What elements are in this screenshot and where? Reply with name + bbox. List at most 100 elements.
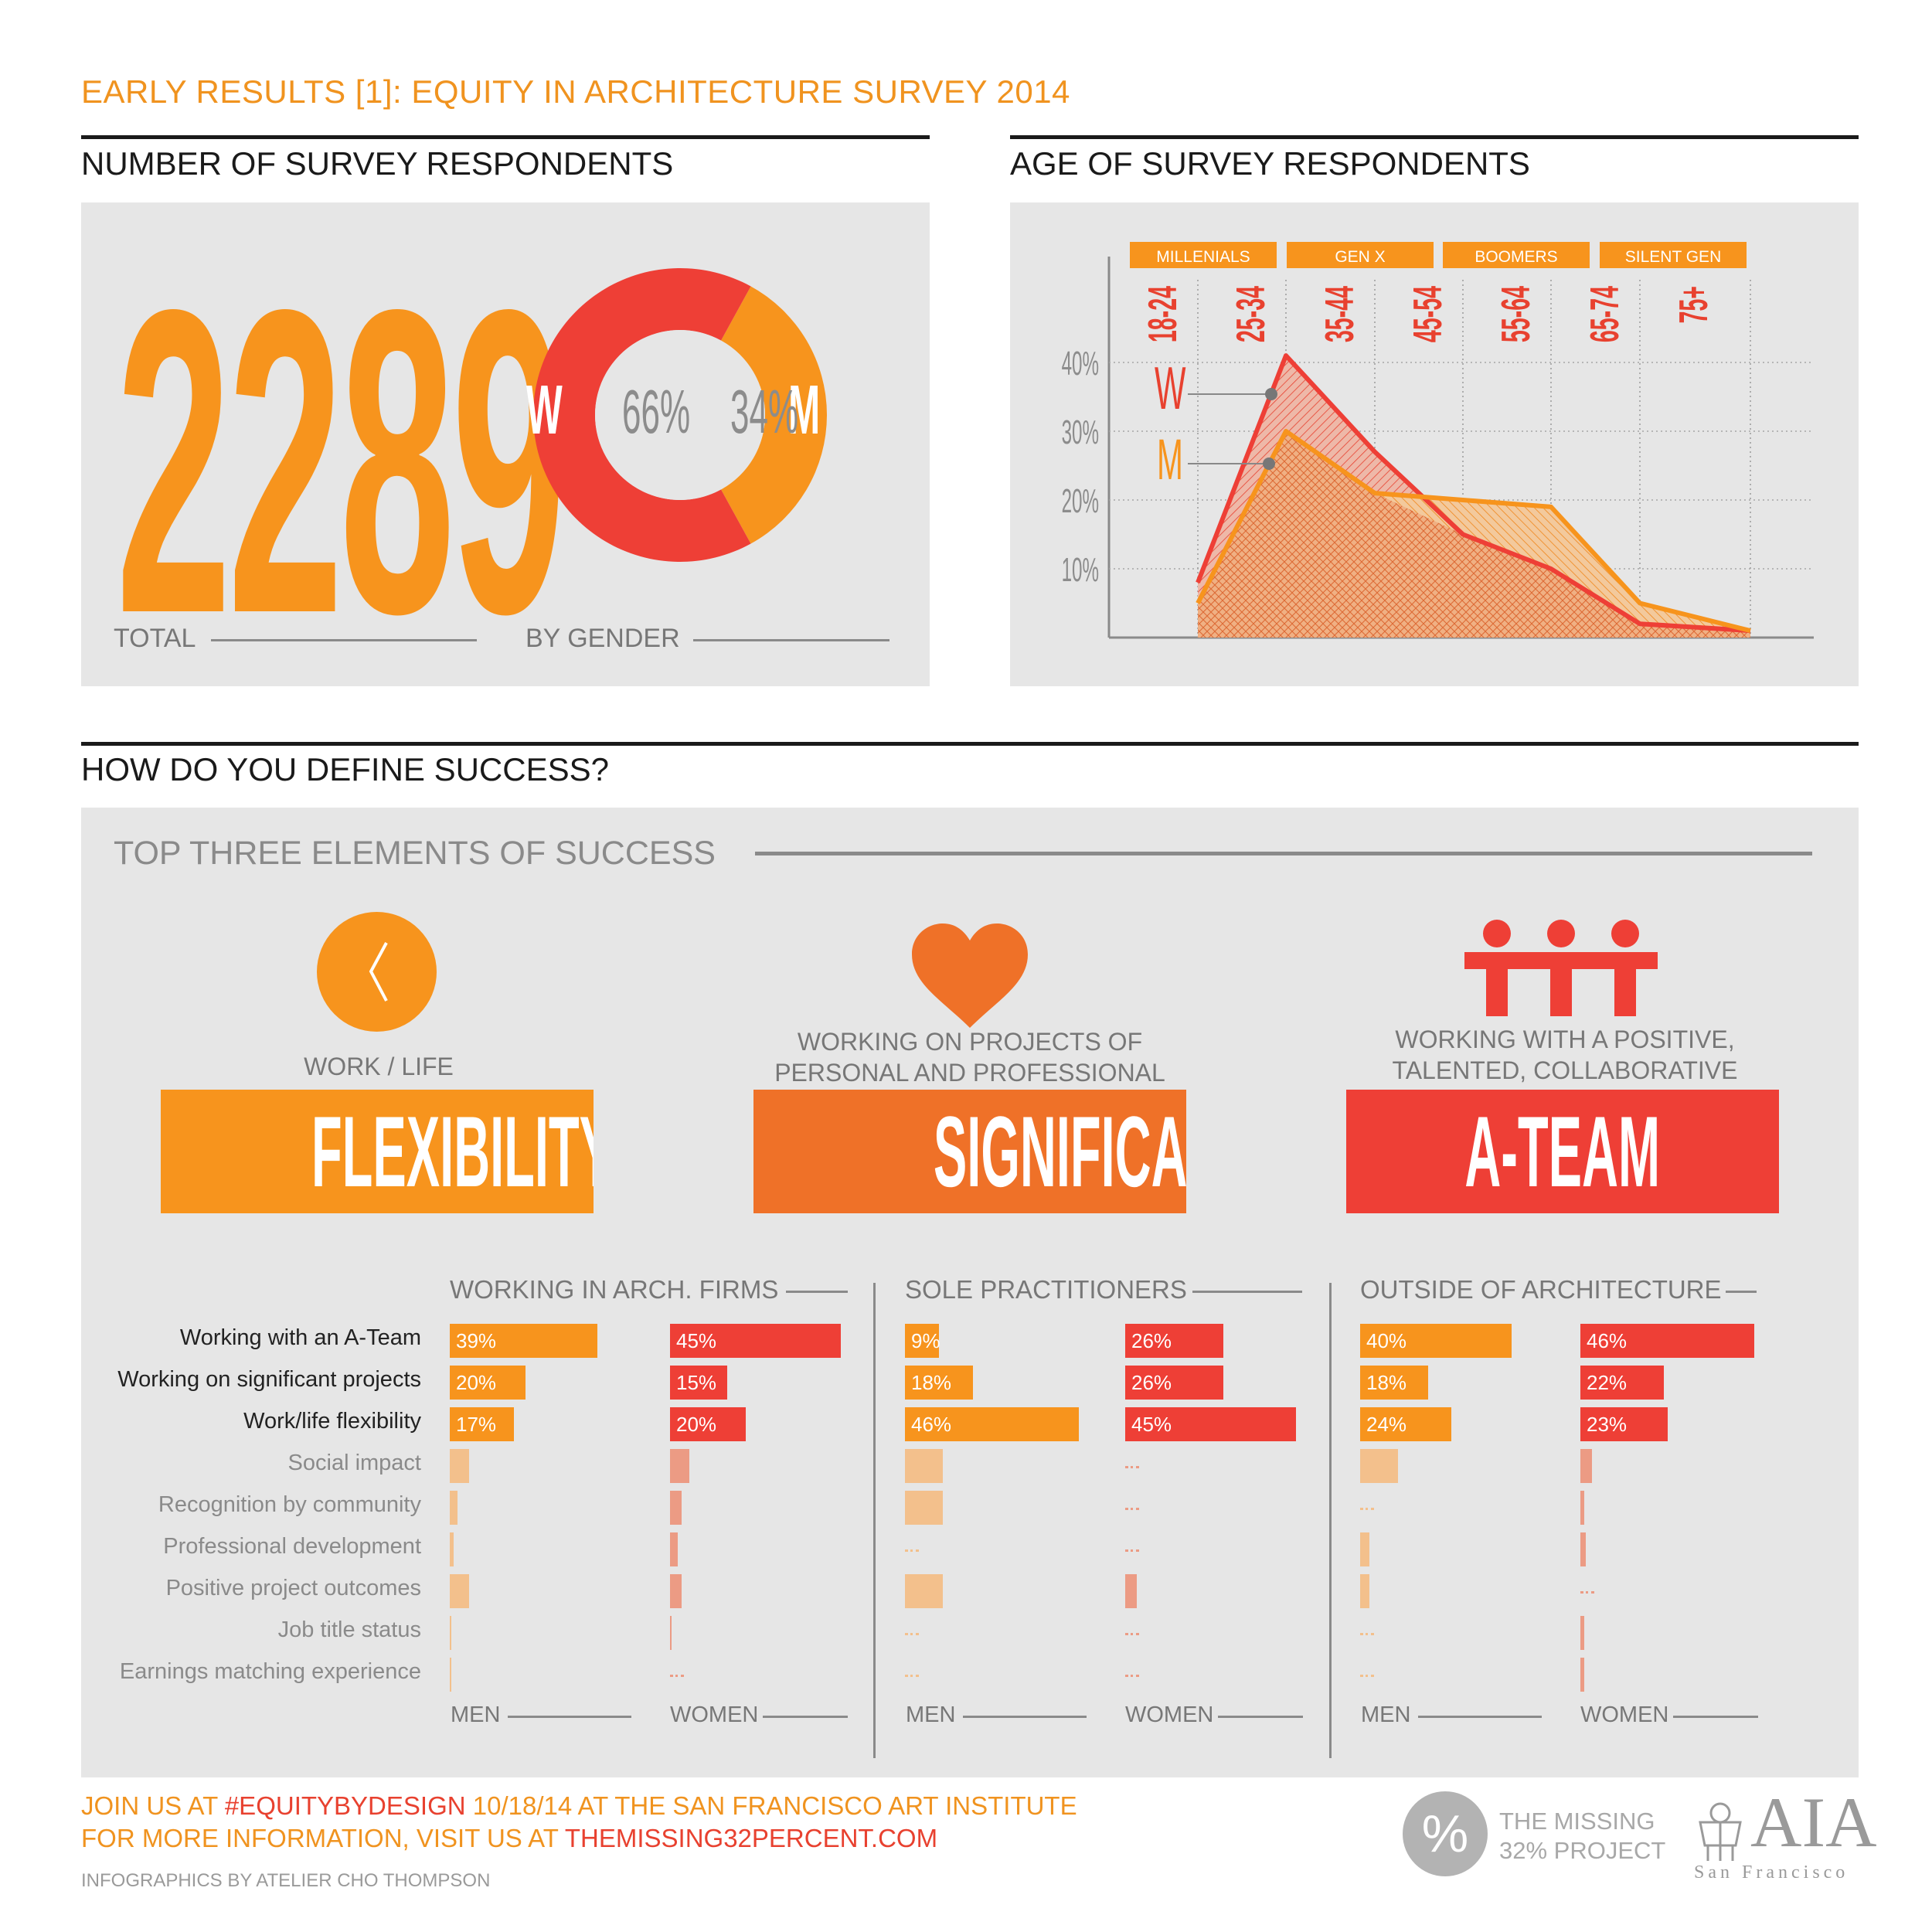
total-respondents-number: 2289 (116, 219, 567, 703)
hashtag-link[interactable]: #EQUITYBYDESIGN (224, 1791, 466, 1820)
infographic-title: EARLY RESULTS [1]: EQUITY IN ARCHITECTUR… (81, 73, 1070, 110)
donut-slice-w (533, 268, 751, 562)
success-panel: TOP THREE ELEMENTS OF SUCCESS WORK / LIF… (81, 808, 1859, 1777)
flexibility-caption: WORK / LIFE (304, 1053, 454, 1080)
empty-bar-marker (1360, 1675, 1374, 1677)
bar-value-label: 26% (1131, 1329, 1172, 1352)
bar-value-label: 15% (676, 1371, 717, 1394)
significance-label: SIGNIFICANCE (753, 1090, 1186, 1213)
aia-eagle-icon (1699, 1802, 1742, 1861)
bar-men (905, 1324, 940, 1358)
row-label: Positive project outcomes (165, 1576, 421, 1600)
age-category-label: 75+ (1671, 286, 1716, 324)
footer-info-line: FOR MORE INFORMATION, VISIT US AT THEMIS… (81, 1824, 938, 1852)
age-category-label: 55-64 (1493, 286, 1538, 343)
row-label: Working on significant projects (117, 1367, 421, 1392)
bar-men (1360, 1407, 1451, 1441)
empty-bar-marker (1125, 1675, 1139, 1677)
website-link[interactable]: THEMISSING32PERCENT.COM (564, 1824, 938, 1852)
group-title-firms: WORKING IN ARCH. FIRMS (450, 1275, 779, 1304)
row-label: Work/life flexibility (243, 1409, 421, 1434)
bar-men (450, 1449, 469, 1483)
age-men-letter: M (1157, 427, 1183, 492)
donut-slice-m (720, 286, 827, 544)
a-team-caption: WORKING WITH A POSITIVE, TALENTED, COLLA… (1392, 1026, 1738, 1084)
age-category-label: 65-74 (1582, 286, 1627, 343)
bar-women (1580, 1449, 1592, 1483)
success-section-title: HOW DO YOU DEFINE SUCCESS? (81, 751, 609, 787)
bar-value-label: 22% (1587, 1371, 1628, 1394)
empty-bar-marker (905, 1675, 919, 1677)
team-icon (1464, 920, 1658, 1016)
generation-label: MILLENIALS (1156, 248, 1250, 266)
bar-value-label: 17% (456, 1413, 497, 1436)
axis-line (1218, 1716, 1303, 1718)
age-category-label: 45-54 (1405, 286, 1450, 343)
group-divider (873, 1283, 876, 1758)
group-title-line (1726, 1291, 1757, 1293)
group-title-outside: OUTSIDE OF ARCHITECTURE (1360, 1275, 1722, 1304)
empty-bar-marker (1125, 1549, 1139, 1552)
row-label: Earnings matching experience (119, 1659, 421, 1684)
significance-caption: WORKING ON PROJECTS OF PERSONAL AND PROF… (774, 1028, 1165, 1087)
bar-men (905, 1574, 943, 1608)
bar-value-label: 20% (676, 1413, 717, 1436)
y-tick-label: 20% (1062, 481, 1099, 520)
heart-icon (912, 923, 1028, 1028)
donut-women-pct: 66% (622, 377, 691, 446)
bar-men (450, 1324, 598, 1358)
bar-women (1580, 1407, 1668, 1441)
y-tick-label: 10% (1062, 550, 1099, 589)
percent-logo-icon: % (1403, 1791, 1488, 1876)
bar-women (670, 1324, 841, 1358)
bar-men (905, 1449, 943, 1483)
success-subtitle: TOP THREE ELEMENTS OF SUCCESS (114, 835, 716, 872)
row-label: Job title status (277, 1617, 421, 1642)
men-callout-dot (1263, 457, 1275, 470)
respondents-panel: 2289 TOTAL W M 66% 34% BY GENDER (81, 202, 930, 686)
row-label: Professional development (163, 1534, 421, 1559)
bar-value-label: 26% (1131, 1371, 1172, 1394)
overlap-area (1198, 431, 1750, 638)
age-area-chart: MILLENIALS GEN X BOOMERS SILENT GEN 10% 20% 3… (1062, 242, 1814, 639)
age-category-label: 35-44 (1317, 286, 1362, 343)
missing-project-logo-text: THE MISSING 32% PROJECT (1499, 1808, 1666, 1864)
bar-women (1125, 1324, 1224, 1358)
bar-women (670, 1491, 682, 1525)
bar-men (450, 1658, 451, 1692)
bar-men (450, 1407, 515, 1441)
bar-women (670, 1616, 672, 1650)
bar-value-label: 9% (911, 1329, 940, 1352)
men-axis-label: MEN (906, 1702, 956, 1727)
empty-bar-marker (1125, 1508, 1139, 1510)
empty-bar-marker (1125, 1633, 1139, 1635)
bar-men (1360, 1366, 1429, 1400)
bar-women (1580, 1324, 1755, 1358)
success-bar-charts: 39% 20% 17% 45% 15% 20% 9% 18% 46% 26% 26% 45% 40% 18… (81, 808, 1859, 1777)
aia-logo-subtext: San Francisco (1694, 1862, 1849, 1883)
empty-bar-marker (905, 1633, 919, 1635)
bar-value-label: 45% (1131, 1413, 1172, 1436)
flexibility-label: FLEXIBILITY (161, 1090, 594, 1213)
axis-line (763, 1716, 848, 1718)
empty-bar-marker (1360, 1508, 1374, 1510)
respondents-section-title: NUMBER OF SURVEY RESPONDENTS (81, 145, 674, 182)
section-rule (1010, 135, 1859, 139)
age-category-label: 18-24 (1140, 286, 1185, 343)
bar-men (450, 1491, 457, 1525)
group-divider (1329, 1283, 1332, 1758)
bar-value-label: 46% (911, 1413, 952, 1436)
bar-women (1125, 1407, 1296, 1441)
a-team-label: A-TEAM (1346, 1090, 1779, 1213)
women-line (1196, 353, 1751, 634)
empty-bar-marker (905, 1549, 919, 1552)
empty-bar-marker (1125, 1466, 1139, 1468)
row-label: Working with an A-Team (179, 1325, 421, 1350)
donut-women-letter: W (526, 372, 563, 449)
bar-value-label: 45% (676, 1329, 717, 1352)
row-label: Recognition by community (158, 1492, 421, 1517)
bar-value-label: 18% (911, 1371, 952, 1394)
bar-men (450, 1366, 526, 1400)
aia-logo-text: AIA (1750, 1783, 1877, 1862)
group-title-line (1192, 1291, 1302, 1293)
